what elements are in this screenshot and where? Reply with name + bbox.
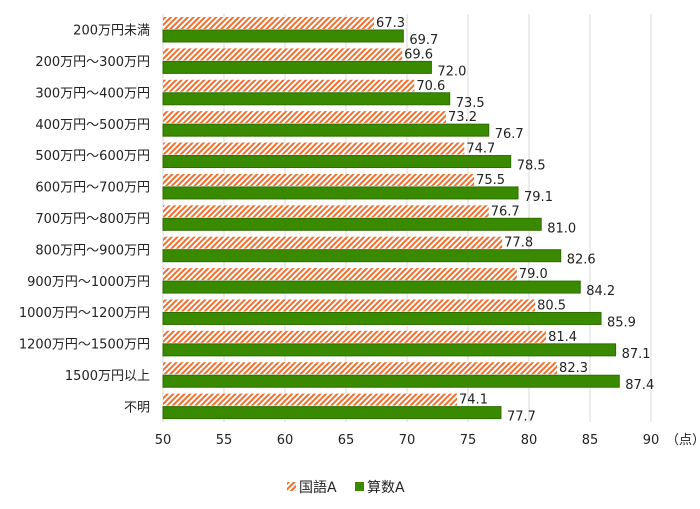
legend: 国語A 算数A bbox=[287, 480, 405, 496]
data-label-kokugo: 67.3 bbox=[376, 16, 405, 31]
x-tick-label: 75 bbox=[460, 433, 477, 448]
x-tick-label: 85 bbox=[582, 433, 599, 448]
x-tick-label: 60 bbox=[277, 433, 294, 448]
data-label-kokugo: 79.0 bbox=[519, 267, 548, 282]
bar-kokugo bbox=[163, 79, 415, 92]
data-label-sansu: 87.4 bbox=[625, 378, 654, 393]
data-label-sansu: 85.9 bbox=[607, 315, 636, 330]
data-label-sansu: 77.7 bbox=[507, 410, 536, 425]
data-label-sansu: 76.7 bbox=[495, 127, 524, 142]
bar-kokugo bbox=[163, 111, 447, 124]
data-label-kokugo: 77.8 bbox=[504, 236, 533, 251]
category-label: 200万円未満 bbox=[73, 24, 150, 39]
data-label-sansu: 78.5 bbox=[517, 159, 546, 174]
bar-kokugo bbox=[163, 268, 517, 281]
category-label: 1200万円～1500万円 bbox=[19, 338, 150, 353]
data-label-kokugo: 73.2 bbox=[448, 110, 477, 125]
legend-label-kokugo: 国語A bbox=[299, 480, 337, 496]
category-label: 500万円～600万円 bbox=[35, 149, 150, 164]
data-label-kokugo: 82.3 bbox=[559, 361, 588, 376]
category-label: 不明 bbox=[124, 400, 150, 415]
data-label-sansu: 81.0 bbox=[547, 221, 576, 236]
category-label: 700万円～800万円 bbox=[35, 212, 150, 227]
data-label-kokugo: 74.7 bbox=[466, 142, 495, 157]
bar-sansu bbox=[162, 92, 451, 106]
x-tick-label: 55 bbox=[216, 433, 233, 448]
bar-kokugo bbox=[163, 330, 547, 343]
bar-kokugo bbox=[163, 205, 489, 218]
data-label-kokugo: 76.7 bbox=[491, 204, 520, 219]
bar-sansu bbox=[162, 249, 562, 263]
data-label-sansu: 84.2 bbox=[586, 284, 615, 299]
x-tick-label: 70 bbox=[399, 433, 416, 448]
bar-kokugo bbox=[163, 17, 375, 29]
bars bbox=[162, 17, 620, 420]
x-tick-label: 65 bbox=[338, 433, 355, 448]
data-label-kokugo: 75.5 bbox=[476, 173, 505, 188]
legend-swatch-kokugo bbox=[287, 482, 296, 491]
bar-sansu bbox=[162, 217, 542, 231]
data-label-sansu: 69.7 bbox=[409, 33, 438, 48]
bar-sansu bbox=[162, 280, 581, 294]
bar-sansu bbox=[162, 123, 490, 137]
bar-sansu bbox=[162, 186, 519, 200]
legend-swatch-sansu bbox=[355, 482, 364, 491]
data-label-sansu: 79.1 bbox=[524, 190, 553, 205]
x-tick-label: 50 bbox=[155, 433, 172, 448]
bar-kokugo bbox=[163, 173, 475, 186]
category-label: 1000万円～1200万円 bbox=[19, 306, 150, 321]
bar-sansu bbox=[162, 343, 617, 357]
bar-kokugo bbox=[163, 362, 558, 375]
bar-sansu bbox=[162, 60, 432, 74]
data-label-kokugo: 74.1 bbox=[459, 393, 488, 408]
data-label-kokugo: 81.4 bbox=[548, 330, 577, 345]
category-label: 900万円～1000万円 bbox=[27, 275, 150, 290]
data-label-sansu: 72.0 bbox=[437, 64, 466, 79]
bar-kokugo bbox=[163, 236, 503, 249]
category-label: 600万円～700万円 bbox=[35, 181, 150, 196]
x-tick-label: 80 bbox=[521, 433, 538, 448]
data-label-kokugo: 80.5 bbox=[537, 298, 566, 313]
bar-sansu bbox=[162, 29, 404, 43]
bar-sansu bbox=[162, 155, 512, 169]
bar-sansu bbox=[162, 374, 620, 388]
bar-kokugo bbox=[163, 142, 465, 155]
data-label-sansu: 82.6 bbox=[567, 253, 596, 268]
category-labels: 200万円未満 200万円～300万円 300万円～400万円 400万円～500万円… bbox=[19, 24, 150, 416]
bar-sansu bbox=[162, 406, 502, 420]
bar-sansu bbox=[162, 311, 602, 325]
data-labels: 67.369.769.672.070.673.573.276.774.778.5… bbox=[376, 16, 654, 425]
x-tick-labels: 50 55 60 65 70 75 80 85 90 bbox=[155, 433, 660, 448]
category-label: 1500万円以上 bbox=[65, 369, 150, 384]
category-label: 800万円～900万円 bbox=[35, 243, 150, 258]
data-label-sansu: 87.1 bbox=[622, 347, 651, 362]
x-tick-label: 90 bbox=[643, 433, 660, 448]
data-label-sansu: 73.5 bbox=[456, 96, 485, 111]
bar-kokugo bbox=[163, 393, 458, 406]
bar-kokugo bbox=[163, 48, 403, 61]
legend-label-sansu: 算数A bbox=[367, 480, 405, 496]
unit-label: （点） bbox=[666, 433, 700, 448]
category-label: 300万円～400万円 bbox=[35, 86, 150, 101]
data-label-kokugo: 69.6 bbox=[404, 47, 433, 62]
data-label-kokugo: 70.6 bbox=[416, 79, 445, 94]
category-label: 400万円～500万円 bbox=[35, 118, 150, 133]
bar-kokugo bbox=[163, 299, 536, 312]
category-label: 200万円～300万円 bbox=[35, 55, 150, 70]
